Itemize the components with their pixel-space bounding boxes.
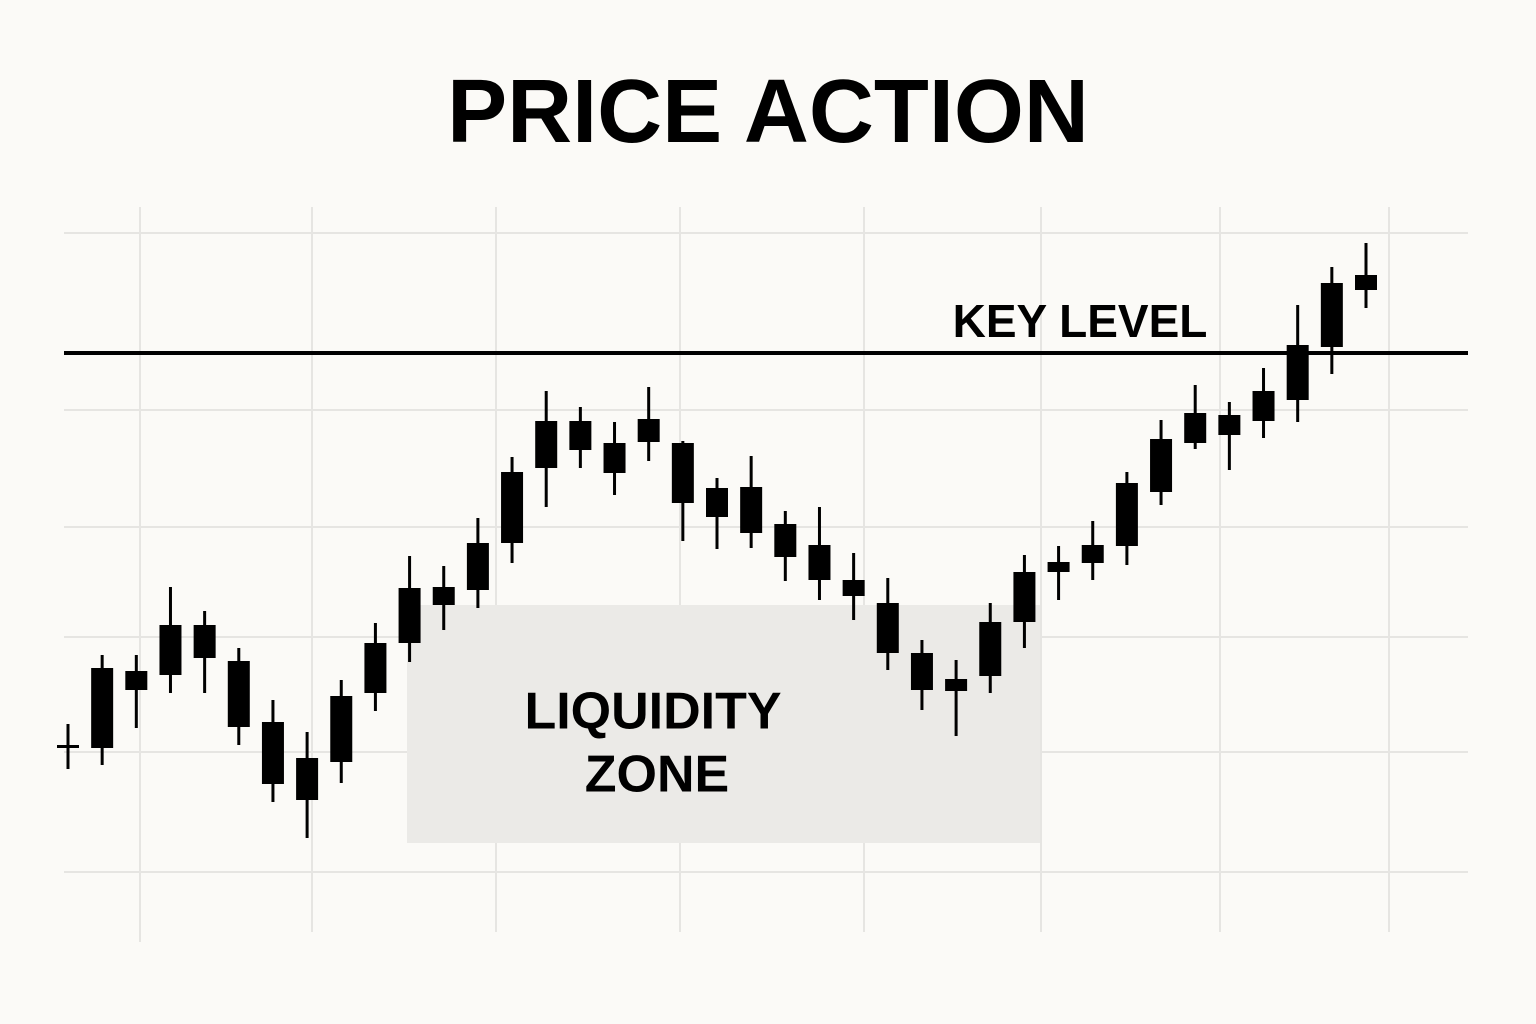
candle-body: [979, 622, 1002, 676]
grid: [64, 207, 1468, 942]
candle-body: [501, 472, 524, 543]
candle-body: [637, 419, 660, 442]
candle-body: [1047, 562, 1070, 572]
candle-body: [876, 603, 899, 653]
candle-body: [227, 661, 250, 727]
candle-body: [261, 722, 284, 784]
candle-body: [1184, 413, 1207, 443]
candle-body: [603, 443, 626, 473]
candle-body: [1286, 345, 1309, 400]
candle-body: [569, 421, 592, 450]
candle-body: [364, 643, 387, 693]
candle-body: [910, 653, 933, 690]
candle-body: [1081, 545, 1104, 563]
candle-body: [774, 524, 797, 557]
candle-body: [193, 625, 216, 658]
candle-body: [1320, 283, 1343, 347]
chart-title: PRICE ACTION: [447, 62, 1089, 162]
zone-label: ZONE: [585, 746, 729, 804]
candle-body: [1218, 415, 1241, 435]
candle-body: [1115, 483, 1138, 546]
candle-body: [535, 421, 558, 468]
candle-body: [1355, 275, 1377, 290]
candle-body: [1013, 572, 1036, 622]
candle-body: [91, 668, 114, 748]
candle-body: [330, 696, 353, 762]
candle-body: [740, 487, 763, 533]
candle-body: [808, 545, 831, 580]
candle-body: [1150, 439, 1173, 492]
candle-body: [671, 443, 694, 503]
candle-body: [125, 671, 148, 690]
candle-body: [432, 587, 455, 605]
zone-label: LIQUIDITY: [524, 683, 781, 741]
candle-body: [842, 580, 865, 596]
candle-body: [706, 488, 728, 517]
key-level-label: KEY LEVEL: [953, 295, 1208, 347]
candle-body: [296, 758, 319, 800]
liquidity-zone: [407, 605, 1040, 843]
candle-body: [159, 625, 182, 675]
candle-body: [57, 745, 79, 748]
candle-body: [398, 588, 421, 643]
candle-body: [945, 679, 968, 691]
candle-body: [1252, 391, 1275, 421]
candle-body: [466, 543, 489, 590]
